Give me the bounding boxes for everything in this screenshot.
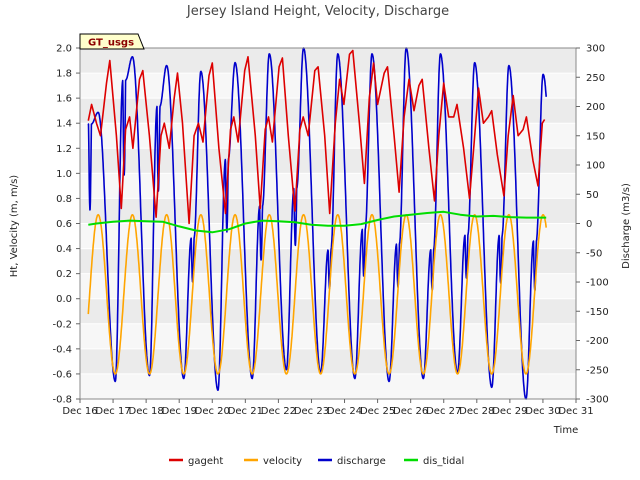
legend-label: gageht: [188, 456, 223, 467]
y-left-tick-label: 0.4: [56, 244, 72, 255]
x-tick-label: Dec 19: [162, 406, 197, 417]
legend-item-gageht: gageht: [169, 456, 223, 467]
y-right-tick-label: 250: [586, 73, 605, 84]
y-right-tick-label: 150: [586, 131, 605, 142]
x-tick-label: Dec 31: [558, 406, 593, 417]
x-tick-label: Dec 24: [327, 406, 362, 417]
y-right-tick-label: -250: [586, 365, 609, 376]
background-band: [80, 273, 576, 299]
y-left-tick-label: 1.0: [56, 169, 72, 180]
legend: gageht velocity discharge dis_tidal: [169, 456, 464, 467]
background-band: [80, 198, 576, 224]
background-band: [80, 73, 576, 99]
badge-box: [79, 33, 145, 50]
right-y-axis-ticks: -300 -250 -200 -150 -100 -50 0 50 100 150 200 250 30…: [576, 44, 609, 406]
y-right-tick-label: -300: [586, 395, 609, 406]
y-left-tick-label: 1.6: [56, 94, 72, 105]
badge-label: GT_usgs: [88, 38, 134, 49]
x-tick-label: Dec 28: [459, 406, 494, 417]
x-tick-label: Dec 27: [426, 406, 461, 417]
y-right-tick-label: 0: [586, 219, 592, 230]
y-right-tick-label: -50: [586, 248, 602, 259]
x-tick-label: Dec 20: [195, 406, 230, 417]
y-left-tick-label: 1.2: [56, 144, 72, 155]
y-right-tick-label: 100: [586, 161, 605, 172]
series-lines: [87, 47, 547, 400]
y-left-tick-label: 0.8: [56, 194, 72, 205]
x-tick-label: Dec 30: [525, 406, 560, 417]
y-left-tick-label: -0.6: [52, 369, 72, 380]
y-left-tick-label: -0.8: [52, 395, 72, 406]
y-right-tick-label: -150: [586, 307, 609, 318]
gageht-line: [87, 49, 546, 225]
background-band: [80, 348, 576, 374]
chart-title: Jersey Island Height, Velocity, Discharg…: [186, 4, 449, 19]
right-y-axis-label: Discharge (m3/s): [621, 183, 632, 269]
left-y-axis-ticks: -0.8 -0.6 -0.4 -0.2 0.0 0.2 0.4 0.6 0.8 1.0 1.2 1.4…: [52, 44, 80, 406]
discharge-line: [87, 47, 547, 400]
x-tick-label: Dec 16: [62, 406, 97, 417]
background-band: [80, 323, 576, 349]
y-left-tick-label: 1.4: [56, 119, 72, 130]
y-left-tick-label: 0.0: [56, 294, 72, 305]
y-left-tick-label: 0.2: [56, 269, 72, 280]
legend-label: dis_tidal: [423, 456, 464, 467]
y-left-tick-label: 0.6: [56, 219, 72, 230]
y-left-tick-label: 2.0: [56, 44, 72, 55]
background-band: [80, 98, 576, 124]
y-left-tick-label: -0.4: [52, 344, 72, 355]
legend-item-velocity: velocity: [244, 456, 302, 467]
left-y-axis-label: Ht, Velocity (m, m/s): [9, 175, 20, 278]
legend-item-discharge: discharge: [318, 456, 386, 467]
x-tick-label: Dec 26: [393, 406, 428, 417]
y-left-tick-label: 1.8: [56, 69, 72, 80]
y-right-tick-label: 50: [586, 190, 599, 201]
velocity-line: [87, 213, 547, 375]
legend-item-dis-tidal: dis_tidal: [404, 456, 464, 467]
x-tick-label: Dec 25: [360, 406, 395, 417]
background-band: [80, 373, 576, 399]
plot-background-bands: [80, 48, 576, 399]
legend-label: discharge: [337, 456, 386, 467]
y-right-tick-label: 300: [586, 44, 605, 55]
x-tick-label: Dec 22: [261, 406, 296, 417]
dis-tidal-line: [88, 210, 547, 234]
y-right-tick-label: -100: [586, 278, 609, 289]
legend-label: velocity: [263, 456, 302, 467]
x-tick-label: Dec 29: [492, 406, 527, 417]
x-tick-label: Dec 18: [129, 406, 164, 417]
background-band: [80, 123, 576, 149]
y-left-tick-label: -0.2: [52, 319, 72, 330]
gt-usgs-badge: GT_usgs: [79, 33, 145, 50]
y-right-tick-label: -200: [586, 336, 609, 347]
background-band: [80, 148, 576, 174]
y-right-tick-label: 200: [586, 102, 605, 113]
background-band: [80, 48, 576, 74]
x-tick-label: Dec 21: [228, 406, 263, 417]
x-tick-label: Dec 17: [95, 406, 130, 417]
x-tick-label: Dec 23: [294, 406, 329, 417]
x-axis-label: Time: [553, 425, 578, 436]
